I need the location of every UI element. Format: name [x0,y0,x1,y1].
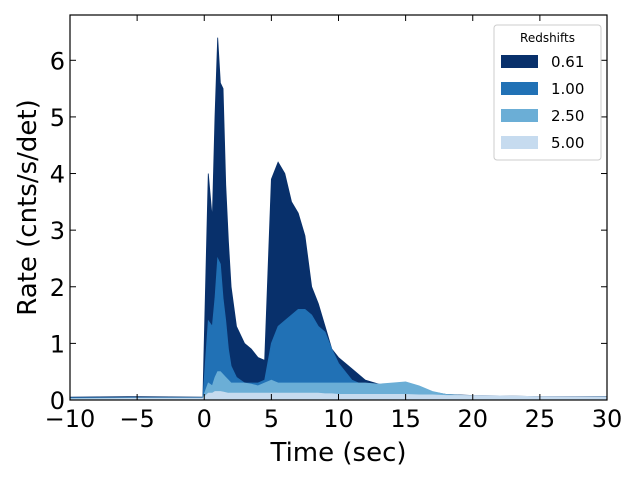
x-axis-title: Time (sec) [269,438,406,468]
y-axis: 0 1 2 3 4 5 6 [50,47,607,415]
legend-label: 2.50 [551,107,584,125]
y-tick-label: 0 [50,387,65,415]
x-tick-label: −10 [45,405,96,433]
legend-label: 5.00 [551,134,584,152]
series-area-1-00 [69,256,608,401]
y-tick-label: 4 [50,161,65,189]
y-axis-title: Rate (cnts/s/det) [13,99,43,315]
x-tick-label: 10 [323,405,354,433]
x-tick-label: 20 [457,405,488,433]
legend-label: 1.00 [551,80,584,98]
legend-swatch [501,109,538,122]
x-tick-label: 25 [525,405,556,433]
y-tick-label: 2 [50,274,65,302]
x-tick-label: 0 [197,405,212,433]
x-tick-label: 15 [390,405,421,433]
x-tick-label: −5 [119,405,154,433]
legend-swatch [501,55,538,68]
legend-label: 0.61 [551,53,584,71]
y-tick-label: 1 [50,330,65,358]
legend: Redshifts 0.61 1.00 2.50 5.00 [493,24,602,161]
x-tick-label: 5 [264,405,279,433]
x-axis: −10 −5 0 5 10 15 20 25 30 [45,15,623,433]
legend-swatch [501,136,538,149]
series-area-2-50 [69,371,608,401]
y-tick-label: 3 [50,217,65,245]
legend-title: Redshifts [520,31,575,45]
legend-swatch [501,82,538,95]
y-tick-label: 6 [50,47,65,75]
x-tick-label: 30 [592,405,623,433]
y-tick-label: 5 [50,104,65,132]
legend-items: 0.61 1.00 2.50 5.00 [501,53,584,152]
